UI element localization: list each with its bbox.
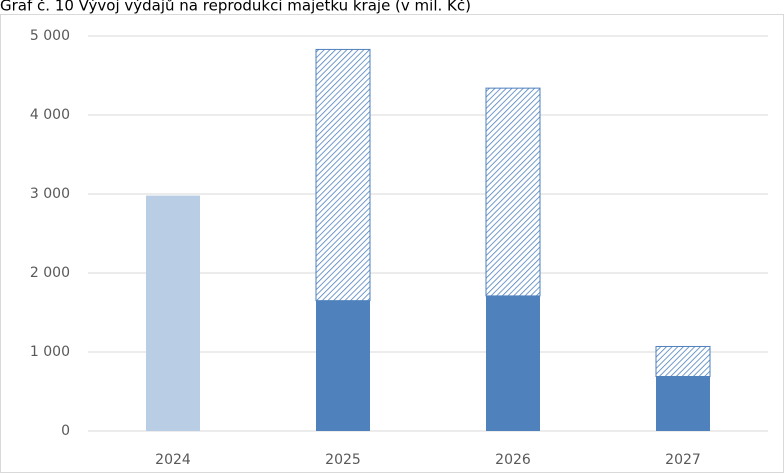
y-tick-label: 1 000 bbox=[30, 344, 70, 360]
bar bbox=[656, 376, 710, 431]
y-tick-label: 2 000 bbox=[30, 265, 70, 281]
y-tick-label: 3 000 bbox=[30, 186, 70, 202]
bar bbox=[486, 295, 540, 431]
y-tick-label: 5 000 bbox=[30, 28, 70, 44]
bar bbox=[315, 48, 371, 302]
bar bbox=[316, 300, 370, 431]
x-tick-label: 2027 bbox=[665, 452, 701, 468]
x-tick-label: 2025 bbox=[325, 452, 361, 468]
bar bbox=[655, 345, 711, 377]
bar bbox=[146, 195, 200, 431]
x-tick-label: 2024 bbox=[155, 452, 191, 468]
chart-title: Graf č. 10 Vývoj výdajů na reprodukci ma… bbox=[0, 0, 471, 15]
x-tick-label: 2026 bbox=[495, 452, 531, 468]
y-tick-label: 4 000 bbox=[30, 107, 70, 123]
bar bbox=[485, 87, 541, 297]
y-tick-label: 0 bbox=[61, 423, 70, 439]
